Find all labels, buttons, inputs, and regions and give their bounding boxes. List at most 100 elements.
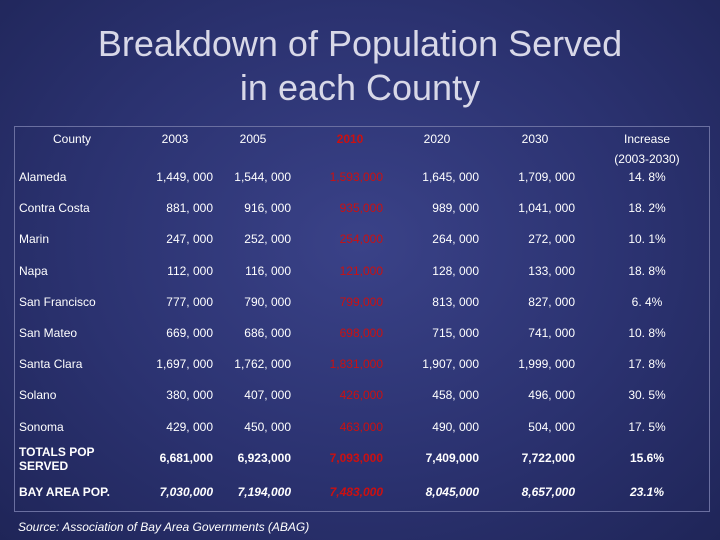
table-row: Napa 112, 000 116, 000 121,000 128, 000 133, … bbox=[15, 256, 709, 287]
cell-p2010: 463,000 bbox=[339, 419, 383, 434]
totals-label-line1: TOTALS POP bbox=[19, 445, 95, 459]
slide-title: Breakdown of Population Served in each C… bbox=[0, 22, 720, 110]
header-increase: Increase (2003-2030) bbox=[595, 129, 699, 166]
cell-p2020: 989, 000 bbox=[432, 201, 479, 216]
totals-2003: 6,681,000 bbox=[159, 451, 213, 465]
bay-area-2010: 7,483,000 bbox=[329, 485, 383, 499]
table-row: Contra Costa 881, 000 916, 000 935,000 989, … bbox=[15, 193, 709, 224]
cell-p2010: 1,593,000 bbox=[329, 170, 383, 184]
cell-p2030: 1,999, 000 bbox=[518, 357, 575, 372]
population-table: County 2003 2005 2010 2020 2030 Increase… bbox=[14, 126, 710, 512]
totals-increase: 15.6% bbox=[629, 451, 665, 465]
cell-p2030: 272, 000 bbox=[528, 232, 575, 247]
header-2020: 2020 bbox=[423, 132, 451, 146]
cell-p2010: 121,000 bbox=[339, 263, 383, 278]
table-row: San Mateo 669, 000 686, 000 698,000 715, 000… bbox=[15, 318, 709, 349]
cell-county: Napa bbox=[19, 263, 48, 278]
cell-increase: 17. 5% bbox=[628, 419, 666, 434]
cell-p2030: 1,041, 000 bbox=[518, 201, 575, 216]
cell-county: Contra Costa bbox=[19, 201, 90, 216]
header-row: County 2003 2005 2010 2020 2030 Increase… bbox=[15, 129, 709, 169]
title-line-2: in each County bbox=[239, 67, 481, 108]
cell-increase: 17. 8% bbox=[628, 357, 666, 372]
cell-p2010: 799,000 bbox=[339, 294, 383, 309]
cell-p2005: 407, 000 bbox=[244, 388, 291, 403]
cell-p2005: 1,762, 000 bbox=[234, 357, 291, 372]
cell-increase: 10. 8% bbox=[628, 326, 666, 340]
cell-p2030: 827, 000 bbox=[528, 294, 575, 309]
cell-increase: 18. 8% bbox=[628, 263, 666, 278]
totals-2005: 6,923,000 bbox=[237, 451, 291, 465]
bay-area-2003: 7,030,000 bbox=[159, 485, 213, 499]
header-2010: 2010 bbox=[336, 132, 364, 146]
table-row: Alameda 1,449, 000 1,544, 000 1,593,000 1,64… bbox=[15, 162, 709, 193]
cell-p2010: 698,000 bbox=[339, 326, 383, 340]
table-row: Solano 380, 000 407, 000 426,000 458, 000 496… bbox=[15, 380, 709, 411]
totals-row: TOTALS POP SERVED 6,681,000 6,923,000 7,… bbox=[15, 443, 709, 474]
totals-2010: 7,093,000 bbox=[329, 451, 383, 465]
cell-county: Solano bbox=[19, 388, 57, 403]
cell-p2005: 790, 000 bbox=[244, 294, 291, 309]
cell-p2003: 429, 000 bbox=[166, 419, 213, 434]
header-county: County bbox=[53, 132, 92, 146]
cell-p2020: 490, 000 bbox=[432, 419, 479, 434]
cell-p2005: 252, 000 bbox=[244, 232, 291, 247]
cell-county: Alameda bbox=[19, 170, 67, 184]
table-row: Marin 247, 000 252, 000 254,000 264, 000 272,… bbox=[15, 224, 709, 255]
table-row: Sonoma 429, 000 450, 000 463,000 490, 000 504… bbox=[15, 412, 709, 443]
totals-label-line2: SERVED bbox=[19, 459, 69, 473]
table-row: Santa Clara 1,697, 000 1,762, 000 1,831,000… bbox=[15, 349, 709, 380]
cell-p2005: 916, 000 bbox=[244, 201, 291, 216]
bay-area-row: BAY AREA POP. 7,030,000 7,194,000 7,483,… bbox=[15, 477, 709, 508]
cell-p2010: 1,831,000 bbox=[329, 357, 383, 372]
header-2005: 2005 bbox=[239, 132, 267, 146]
cell-p2020: 1,907, 000 bbox=[422, 357, 479, 372]
cell-p2030: 504, 000 bbox=[528, 419, 575, 434]
cell-increase: 18. 2% bbox=[628, 201, 666, 216]
cell-county: Marin bbox=[19, 232, 50, 247]
cell-county: Santa Clara bbox=[19, 357, 83, 372]
cell-p2020: 128, 000 bbox=[432, 263, 479, 278]
cell-p2030: 1,709, 000 bbox=[518, 170, 575, 184]
cell-p2003: 247, 000 bbox=[166, 232, 213, 247]
cell-p2010: 254,000 bbox=[339, 232, 383, 247]
cell-p2005: 450, 000 bbox=[244, 419, 291, 434]
cell-p2030: 496, 000 bbox=[528, 388, 575, 403]
header-2030: 2030 bbox=[521, 132, 549, 146]
cell-p2003: 881, 000 bbox=[166, 201, 213, 216]
table-row: San Francisco 777, 000 790, 000 799,000 813,… bbox=[15, 287, 709, 318]
cell-increase: 10. 1% bbox=[628, 232, 666, 247]
cell-p2005: 116, 000 bbox=[245, 263, 291, 278]
header-increase-line2: (2003-2030) bbox=[614, 152, 680, 166]
cell-p2005: 686, 000 bbox=[244, 326, 291, 340]
cell-p2020: 264, 000 bbox=[432, 232, 479, 247]
cell-county: San Francisco bbox=[19, 294, 96, 309]
cell-p2020: 1,645, 000 bbox=[422, 170, 479, 184]
source-note: Source: Association of Bay Area Governme… bbox=[18, 520, 310, 534]
cell-p2003: 669, 000 bbox=[166, 326, 213, 340]
cell-increase: 14. 8% bbox=[628, 170, 666, 184]
totals-2030: 7,722,000 bbox=[521, 451, 575, 465]
cell-p2020: 813, 000 bbox=[432, 294, 479, 309]
totals-label: TOTALS POP SERVED bbox=[19, 443, 139, 476]
title-line-1: Breakdown of Population Served bbox=[97, 23, 623, 64]
cell-p2003: 1,449, 000 bbox=[156, 170, 213, 184]
bay-area-2030: 8,657,000 bbox=[521, 485, 575, 499]
cell-p2020: 715, 000 bbox=[432, 326, 479, 340]
cell-county: San Mateo bbox=[19, 326, 78, 340]
cell-increase: 30. 5% bbox=[628, 388, 666, 403]
cell-p2005: 1,544, 000 bbox=[234, 170, 291, 184]
header-2003: 2003 bbox=[161, 132, 189, 146]
cell-p2030: 133, 000 bbox=[528, 263, 575, 278]
cell-p2003: 380, 000 bbox=[166, 388, 213, 403]
cell-p2010: 935,000 bbox=[339, 201, 383, 216]
cell-p2003: 777, 000 bbox=[166, 294, 213, 309]
cell-p2003: 1,697, 000 bbox=[156, 357, 213, 372]
cell-increase: 6. 4% bbox=[631, 294, 663, 309]
cell-p2020: 458, 000 bbox=[432, 388, 479, 403]
bay-area-2020: 8,045,000 bbox=[425, 485, 479, 499]
cell-county: Sonoma bbox=[19, 419, 64, 434]
cell-p2030: 741, 000 bbox=[528, 326, 575, 340]
cell-p2003: 112, 000 bbox=[167, 263, 213, 278]
bay-area-label: BAY AREA POP. bbox=[19, 485, 110, 499]
